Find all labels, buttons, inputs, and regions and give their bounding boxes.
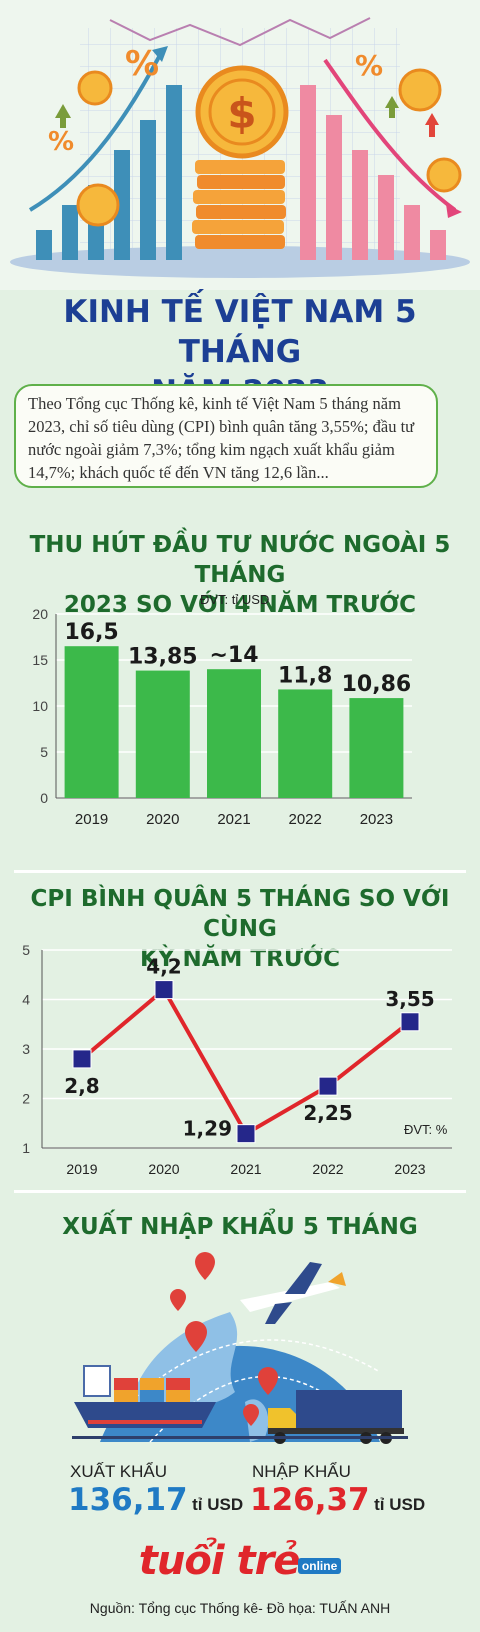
bar-value-label: 10,86	[342, 672, 412, 697]
arrow-up-icon	[55, 96, 439, 137]
y-tick-label: 5	[40, 744, 48, 760]
y-tick-label: 15	[32, 652, 48, 668]
fdi-title-line1: THU HÚT ĐẦU TƯ NƯỚC NGOÀI 5 THÁNG	[29, 532, 451, 588]
x-tick-label: 2021	[217, 811, 250, 828]
y-tick-label: 20	[32, 606, 48, 622]
bar-value-label: ~14	[209, 643, 258, 668]
percent-icon: % % %	[48, 44, 383, 157]
map-pin-icon	[170, 1252, 278, 1426]
bar	[64, 646, 119, 798]
x-tick-label: 2019	[66, 1161, 97, 1177]
data-point-marker	[154, 980, 174, 1000]
cpi-unit-label: ĐVT: %	[404, 1122, 448, 1137]
x-tick-label: 2020	[148, 1161, 179, 1177]
export-value: 136,17	[68, 1482, 188, 1518]
bar-value-label: 16,5	[64, 620, 118, 645]
bar	[207, 669, 261, 798]
bar	[135, 670, 190, 798]
section-divider	[14, 1190, 466, 1193]
logo-sub-text: online	[297, 1558, 342, 1574]
main-title-line1: KINH TẾ VIỆT NAM 5 THÁNG	[63, 294, 417, 370]
point-value-label: 2,8	[64, 1074, 99, 1098]
svg-text:%: %	[125, 44, 159, 84]
x-tick-label: 2022	[312, 1161, 343, 1177]
import-label: NHẬP KHẨU	[252, 1462, 351, 1481]
y-tick-label: 5	[22, 942, 30, 958]
x-tick-label: 2019	[75, 811, 108, 828]
airplane-icon	[240, 1262, 346, 1324]
import-figure: 126,37 tỉ USD	[250, 1482, 425, 1518]
y-tick-label: 10	[32, 698, 48, 714]
point-value-label: 3,55	[385, 987, 434, 1011]
bar-value-label: 11,8	[278, 663, 332, 688]
trade-title: XUẤT NHẬP KHẨU 5 THÁNG	[62, 1214, 418, 1240]
dollar-coin-icon: $	[195, 65, 289, 159]
svg-text:%: %	[355, 49, 383, 82]
x-tick-label: 2023	[360, 811, 393, 828]
export-unit: tỉ USD	[192, 1495, 244, 1514]
y-tick-label: 1	[22, 1140, 30, 1156]
y-tick-label: 3	[22, 1041, 30, 1057]
summary-box: Theo Tổng cục Thống kê, kinh tế Việt Nam…	[14, 384, 438, 488]
hero-illustration: $ % % %	[0, 0, 480, 290]
section-divider	[14, 870, 466, 873]
cpi-title-line1: CPI BÌNH QUÂN 5 THÁNG SO VỚI CÙNG	[30, 886, 450, 942]
fdi-unit-label: ĐVT: tỉ USD	[200, 592, 270, 607]
svg-text:%: %	[48, 127, 74, 157]
x-tick-label: 2022	[289, 811, 322, 828]
summary-text: Theo Tổng cục Thống kê, kinh tế Việt Nam…	[28, 394, 415, 482]
data-point-marker	[236, 1124, 256, 1144]
fdi-bar-chart: 0 5 10 15 20 16,5 2019 13,85 2020 ~14 2021 11,8 2022…	[32, 606, 412, 828]
x-tick-label: 2020	[146, 811, 179, 828]
cargo-ship-icon	[70, 1358, 220, 1443]
truck-icon	[266, 1388, 406, 1453]
data-point-marker	[318, 1076, 338, 1096]
import-value: 126,37	[250, 1482, 370, 1518]
pink-bars-graphic	[300, 85, 446, 260]
blue-bars-graphic	[36, 85, 182, 260]
small-coin-icon	[76, 68, 462, 227]
cpi-line-chart: 1 2 3 4 5 2,8 2019 4,2 2020 1,29 2021 2,25 2022 3,55 2…	[22, 942, 452, 1177]
bar	[278, 689, 333, 798]
ground-line	[72, 1436, 408, 1439]
logo-main-text: tuổi trẻ	[138, 1538, 301, 1584]
svg-text:$: $	[227, 89, 256, 138]
bar	[349, 698, 404, 798]
point-value-label: 2,25	[303, 1101, 352, 1125]
point-value-label: 1,29	[183, 1117, 232, 1141]
x-tick-label: 2021	[230, 1161, 261, 1177]
x-tick-label: 2023	[394, 1161, 425, 1177]
y-tick-label: 0	[40, 790, 48, 806]
tuoitre-logo: tuổi trẻ online	[0, 1538, 480, 1584]
y-tick-label: 2	[22, 1091, 30, 1107]
coin-stack-graphic	[192, 160, 286, 249]
data-point-marker	[72, 1049, 92, 1069]
cpi-series-line	[80, 986, 412, 1137]
source-credit: Nguồn: Tổng cục Thống kê- Đồ họa: TUẤN A…	[89, 1600, 391, 1616]
bar-value-label: 13,85	[128, 645, 198, 670]
export-figure: 136,17 tỉ USD	[68, 1482, 243, 1518]
y-tick-label: 4	[22, 992, 30, 1008]
data-point-marker	[400, 1012, 420, 1032]
import-unit: tỉ USD	[374, 1495, 426, 1514]
export-label: XUẤT KHẨU	[70, 1462, 167, 1481]
point-value-label: 4,2	[146, 955, 181, 979]
